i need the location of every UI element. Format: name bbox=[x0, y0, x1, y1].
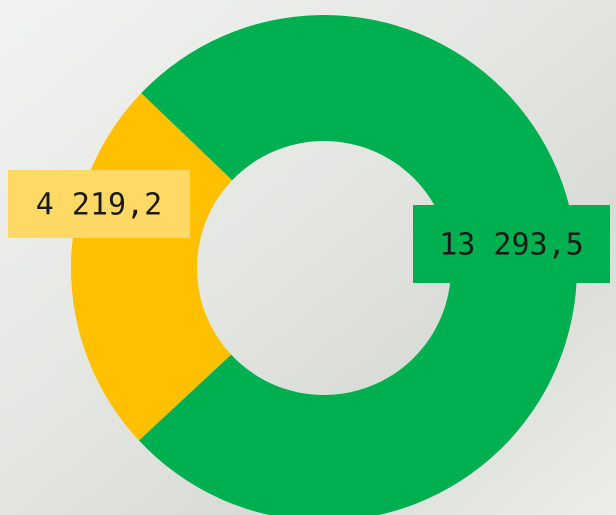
label-box bbox=[413, 205, 610, 283]
label-box bbox=[8, 170, 190, 238]
data-label: 4 219,2 bbox=[36, 188, 162, 223]
data-label: 13 293,5 bbox=[439, 228, 584, 263]
donut-segment bbox=[138, 15, 577, 515]
